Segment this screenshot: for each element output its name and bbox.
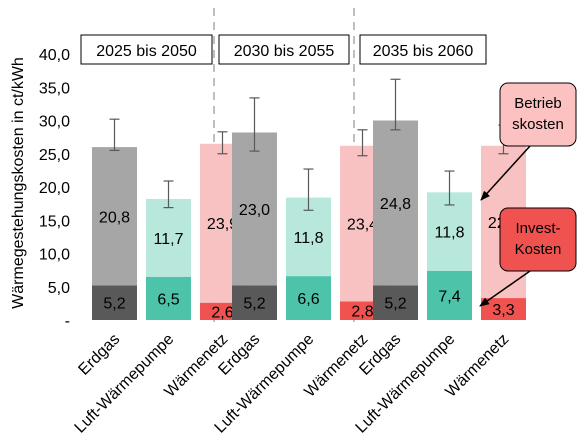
group-title-box-3 <box>359 34 487 65</box>
annotation-arrow-2 <box>479 270 531 307</box>
bar-invest-luft-w-rmepumpe-3 <box>427 270 472 320</box>
group-title-box-2 <box>218 34 350 65</box>
data-label-invest-erdgas-1: 5,2 <box>103 296 125 313</box>
error-bar-luft-w-rmepumpe-1 <box>163 180 174 209</box>
data-label-betrieb-erdgas-1: 20,8 <box>99 209 130 226</box>
error-bar-erdgas-3 <box>390 78 401 131</box>
bar-invest-erdgas-3 <box>373 285 418 320</box>
bar-invest-w-rmenetz-3 <box>481 298 526 320</box>
data-label-betrieb-luft-w-rmepumpe-1: 11,7 <box>154 231 184 248</box>
y-tick-label: 15,0 <box>39 213 70 230</box>
error-bar-erdgas-1 <box>109 118 120 152</box>
data-label-betrieb-luft-w-rmepumpe-3: 11,8 <box>435 225 465 242</box>
bar-invest-luft-w-rmepumpe-1 <box>146 276 191 320</box>
data-label-invest-w-rmenetz-3: 3,3 <box>492 302 514 319</box>
data-label-invest-luft-w-rmepumpe-2: 6,6 <box>297 291 319 308</box>
error-bar-w-rmenetz-2 <box>357 129 368 157</box>
y-axis-title: Wärmegestehungskosten in ct/kWh <box>10 57 27 309</box>
bar-invest-erdgas-1 <box>92 285 137 320</box>
y-tick-label: 40,0 <box>39 47 70 64</box>
annotation-text-2-2: Kosten <box>515 241 562 258</box>
y-tick-label: 5,0 <box>48 280 70 297</box>
error-bar-luft-w-rmepumpe-3 <box>444 170 455 206</box>
x-tick-label-luft-w-rmepumpe-1: Luft-Wärmepumpe <box>72 331 178 437</box>
data-label-invest-luft-w-rmepumpe-3: 7,4 <box>438 288 460 305</box>
y-tick-label: 10,0 <box>39 247 70 264</box>
error-bar-luft-w-rmepumpe-2 <box>303 168 314 211</box>
y-tick-label: 35,0 <box>39 80 70 97</box>
error-bar-erdgas-2 <box>249 97 260 152</box>
x-tick-label-luft-w-rmepumpe-3: Luft-Wärmepumpe <box>353 331 459 437</box>
y-tick-label: - <box>65 313 70 330</box>
group-title-1: 2025 bis 2050 <box>96 43 197 60</box>
error-bar-w-rmenetz-1 <box>217 131 228 155</box>
data-label-invest-luft-w-rmepumpe-1: 6,5 <box>157 291 179 308</box>
data-label-betrieb-w-rmenetz-2: 23,4 <box>347 217 378 234</box>
annotation-arrow-1 <box>480 145 531 201</box>
annotation-text-2-1: Invest- <box>515 220 560 237</box>
y-tick-label: 30,0 <box>39 114 70 131</box>
bar-invest-luft-w-rmepumpe-2 <box>286 276 331 320</box>
group-title-3: 2035 bis 2060 <box>373 43 474 60</box>
bar-invest-erdgas-2 <box>232 285 277 320</box>
bar-betrieb-erdgas-1 <box>92 147 137 286</box>
annotation-text-1-2: skosten <box>512 116 564 133</box>
data-label-betrieb-erdgas-3: 24,8 <box>380 196 411 213</box>
y-tick-label: 20,0 <box>39 180 70 197</box>
annotation-box-1 <box>499 82 577 147</box>
x-tick-label-erdgas-1: Erdgas <box>75 331 123 379</box>
data-label-betrieb-erdgas-2: 23,0 <box>239 202 270 219</box>
data-label-betrieb-luft-w-rmepumpe-2: 11,8 <box>294 230 324 247</box>
annotation-text-1-1: Betrieb <box>514 95 562 112</box>
data-label-invest-erdgas-3: 5,2 <box>384 296 406 313</box>
data-label-betrieb-w-rmenetz-1: 23,9 <box>207 216 238 233</box>
group-title-2: 2030 bis 2055 <box>234 43 335 60</box>
y-tick-label: 25,0 <box>39 147 70 164</box>
bar-betrieb-erdgas-3 <box>373 120 418 286</box>
data-label-invest-w-rmenetz-1: 2,6 <box>211 304 233 321</box>
bar-betrieb-erdgas-2 <box>232 132 277 286</box>
group-title-box-1 <box>80 34 213 65</box>
annotation-box-2 <box>499 207 577 272</box>
data-label-invest-w-rmenetz-2: 2,8 <box>351 304 373 321</box>
bar-betrieb-luft-w-rmepumpe-1 <box>146 198 191 277</box>
data-label-invest-erdgas-2: 5,2 <box>243 296 265 313</box>
